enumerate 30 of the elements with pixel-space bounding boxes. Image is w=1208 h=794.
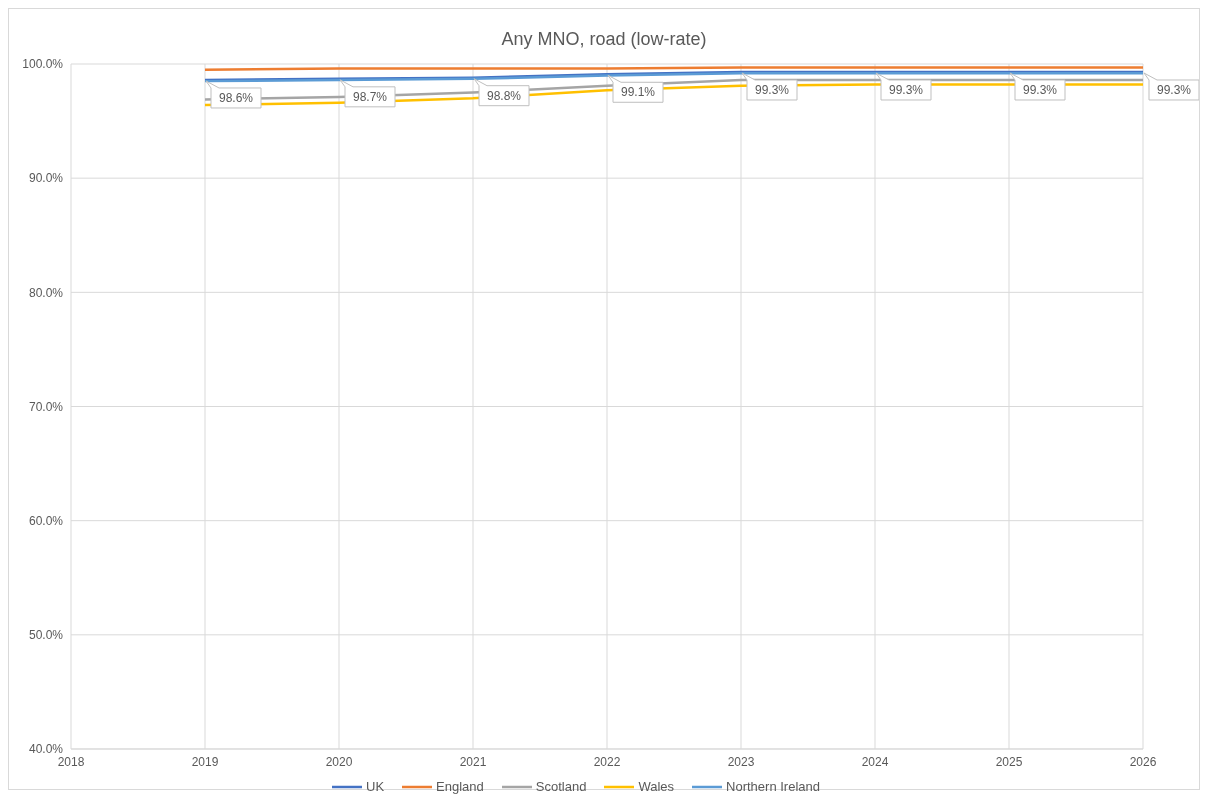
data-label: 98.6% (218, 90, 254, 105)
data-label: 99.3% (1022, 82, 1058, 97)
x-tick-label: 2018 (57, 754, 85, 769)
legend-label: Wales (637, 779, 675, 794)
y-tick-label: 40.0% (28, 742, 64, 757)
x-tick-label: 2024 (861, 754, 889, 769)
x-tick-label: 2020 (325, 754, 353, 769)
y-tick-label: 100.0% (22, 57, 64, 72)
y-tick-label: 60.0% (28, 513, 64, 528)
y-tick-label: 80.0% (28, 285, 64, 300)
data-label: 98.7% (352, 89, 388, 104)
y-tick-label: 70.0% (28, 399, 64, 414)
legend-label: Northern Ireland (725, 779, 820, 794)
y-tick-label: 50.0% (28, 628, 64, 643)
data-label: 98.8% (486, 88, 522, 103)
legend-label: Scotland (534, 779, 587, 794)
legend-label: UK (365, 779, 385, 794)
y-tick-label: 90.0% (28, 171, 64, 186)
x-tick-label: 2025 (995, 754, 1023, 769)
data-label: 99.3% (888, 82, 924, 97)
data-label: 99.3% (1156, 82, 1192, 97)
data-label: 99.3% (754, 82, 790, 97)
x-tick-label: 2022 (593, 754, 621, 769)
data-label: 99.1% (620, 85, 656, 100)
x-tick-label: 2019 (191, 754, 219, 769)
x-tick-label: 2021 (459, 754, 487, 769)
legend-label: England (435, 779, 484, 794)
x-tick-label: 2023 (727, 754, 755, 769)
chart-title: Any MNO, road (low-rate) (500, 28, 708, 51)
x-tick-label: 2026 (1129, 754, 1157, 769)
